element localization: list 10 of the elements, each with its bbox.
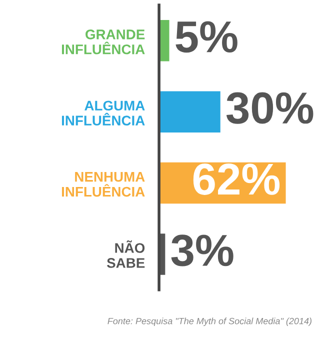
data-label: 3% [171,234,234,266]
data-label: 5% [176,21,238,53]
source-note: Fonte: Pesquisa "The Myth of Social Media" (2014) [108,318,312,326]
y-tick-label: NENHUMA INFLUÊNCIA [62,172,145,197]
y-tick-label: GRANDE INFLUÊNCIA [62,30,145,54]
data-label: 30% [226,92,314,124]
y-tick-label: ALGUMA INFLUÊNCIA [62,100,145,126]
y-tick-label: NÃO SABE [106,240,145,268]
data-label: 62% [193,163,280,195]
bar [159,91,220,132]
